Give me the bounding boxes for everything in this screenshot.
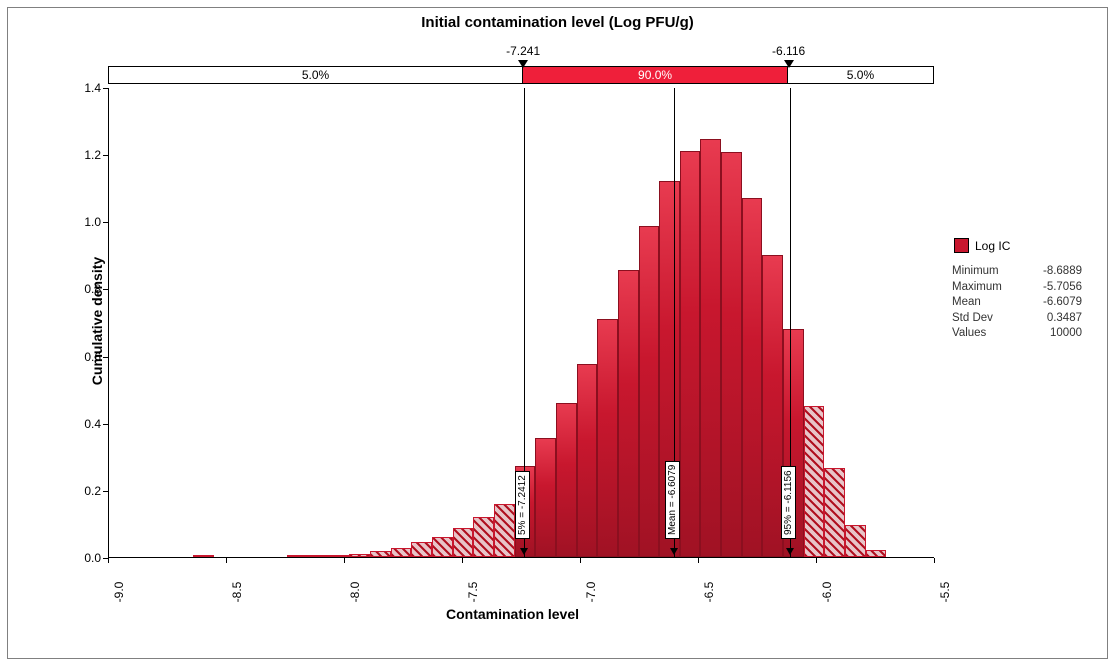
histogram-bar bbox=[824, 468, 845, 557]
histogram-bar bbox=[762, 255, 783, 557]
y-tick bbox=[103, 491, 108, 492]
histogram-bar bbox=[193, 555, 214, 557]
stats-name: Mean bbox=[952, 295, 981, 311]
arrow-down-icon bbox=[520, 548, 528, 555]
stats-row: Values 10000 bbox=[952, 326, 1082, 342]
histogram-bar bbox=[453, 528, 474, 557]
stats-name: Minimum bbox=[952, 264, 999, 280]
histogram-bar bbox=[556, 403, 577, 557]
y-tick-label: 0.0 bbox=[73, 551, 101, 565]
stats-name: Values bbox=[952, 326, 986, 342]
histogram-bar bbox=[597, 319, 618, 557]
histogram-bar bbox=[639, 226, 660, 557]
histogram-bar bbox=[680, 151, 701, 557]
percentile-cell-right: 5.0% bbox=[788, 67, 933, 83]
chart-panel: Initial contamination level (Log PFU/g) … bbox=[7, 7, 1108, 659]
y-tick-label: 0.2 bbox=[73, 484, 101, 498]
reference-line-label: Mean = -6.6079 bbox=[665, 461, 680, 539]
arrow-down-icon bbox=[786, 548, 794, 555]
x-tick bbox=[698, 558, 699, 563]
percentile-marker-label: -6.116 bbox=[772, 44, 805, 58]
histogram-bar bbox=[618, 270, 639, 557]
y-tick bbox=[103, 222, 108, 223]
percentile-cell-left: 5.0% bbox=[109, 67, 523, 83]
histogram-bar bbox=[700, 139, 721, 557]
legend-item: Log IC bbox=[954, 238, 1010, 253]
histogram-bar bbox=[411, 542, 432, 557]
plot-area: 5% = -7.2412 Mean = -6.6079 95% = -6.1156 bbox=[108, 88, 934, 558]
stats-name: Maximum bbox=[952, 280, 1002, 296]
stats-row: Maximum -5.7056 bbox=[952, 280, 1082, 296]
histogram-bar bbox=[742, 198, 763, 557]
stats-value: 10000 bbox=[1050, 326, 1082, 342]
y-tick-label: 1.4 bbox=[73, 81, 101, 95]
x-tick-label: -5.5 bbox=[938, 582, 952, 603]
histogram-bar bbox=[287, 555, 308, 557]
percentile-marker-icon bbox=[518, 60, 528, 68]
stats-block: Minimum-8.6889Maximum-5.7056Mean-6.6079S… bbox=[952, 264, 1082, 342]
x-axis-label: Contamination level bbox=[446, 606, 579, 622]
x-tick bbox=[108, 558, 109, 563]
x-tick-label: -6.0 bbox=[820, 582, 834, 603]
percentile-marker-label: -7.241 bbox=[506, 44, 540, 58]
x-tick bbox=[344, 558, 345, 563]
x-tick-label: -8.0 bbox=[348, 582, 362, 603]
percentile-cell-mid: 90.0% bbox=[523, 67, 788, 83]
x-tick-label: -6.5 bbox=[702, 582, 716, 603]
histogram-bar bbox=[432, 537, 453, 557]
x-tick bbox=[226, 558, 227, 563]
histogram-bar bbox=[577, 364, 598, 557]
y-tick-label: 1.2 bbox=[73, 148, 101, 162]
x-tick bbox=[580, 558, 581, 563]
stats-value: -8.6889 bbox=[1043, 264, 1082, 280]
stats-row: Minimum -8.6889 bbox=[952, 264, 1082, 280]
x-tick bbox=[462, 558, 463, 563]
legend-swatch bbox=[954, 238, 969, 253]
histogram-bar bbox=[845, 525, 866, 557]
histogram-bar bbox=[535, 438, 556, 557]
y-tick bbox=[103, 88, 108, 89]
histogram-bar bbox=[473, 517, 494, 557]
arrow-down-icon bbox=[670, 548, 678, 555]
histogram-bar bbox=[494, 504, 515, 557]
y-tick bbox=[103, 424, 108, 425]
y-tick-label: 0.4 bbox=[73, 417, 101, 431]
stats-value: 0.3487 bbox=[1047, 311, 1082, 327]
histogram-bar bbox=[721, 152, 742, 557]
chart-frame: Initial contamination level (Log PFU/g) … bbox=[0, 0, 1115, 666]
histogram-bar bbox=[391, 548, 412, 557]
reference-line-label: 5% = -7.2412 bbox=[515, 471, 530, 539]
x-tick bbox=[816, 558, 817, 563]
reference-line-label: 95% = -6.1156 bbox=[781, 466, 796, 539]
x-tick-label: -8.5 bbox=[230, 582, 244, 603]
legend-label: Log IC bbox=[975, 239, 1010, 253]
stats-value: -6.6079 bbox=[1043, 295, 1082, 311]
x-tick-label: -7.0 bbox=[584, 582, 598, 603]
y-tick-label: 1.0 bbox=[73, 215, 101, 229]
chart-title: Initial contamination level (Log PFU/g) bbox=[8, 14, 1107, 31]
legend: Log IC bbox=[954, 238, 1010, 257]
percentile-bar: 5.0%90.0%5.0% bbox=[108, 66, 934, 84]
x-tick-label: -9.0 bbox=[112, 582, 126, 603]
histogram-bar bbox=[804, 406, 825, 557]
stats-row: Std Dev 0.3487 bbox=[952, 311, 1082, 327]
histogram-bar bbox=[329, 555, 350, 557]
y-axis-label: Cumulative density bbox=[89, 257, 105, 385]
stats-value: -5.7056 bbox=[1043, 280, 1082, 296]
histogram-bar bbox=[370, 551, 391, 557]
x-tick-label: -7.5 bbox=[466, 582, 480, 603]
percentile-marker-icon bbox=[784, 60, 794, 68]
histogram-bar bbox=[308, 555, 329, 557]
stats-name: Std Dev bbox=[952, 311, 993, 327]
stats-row: Mean -6.6079 bbox=[952, 295, 1082, 311]
histogram-bar bbox=[349, 554, 370, 557]
y-tick bbox=[103, 155, 108, 156]
x-tick bbox=[934, 558, 935, 563]
histogram-bar bbox=[866, 550, 887, 557]
